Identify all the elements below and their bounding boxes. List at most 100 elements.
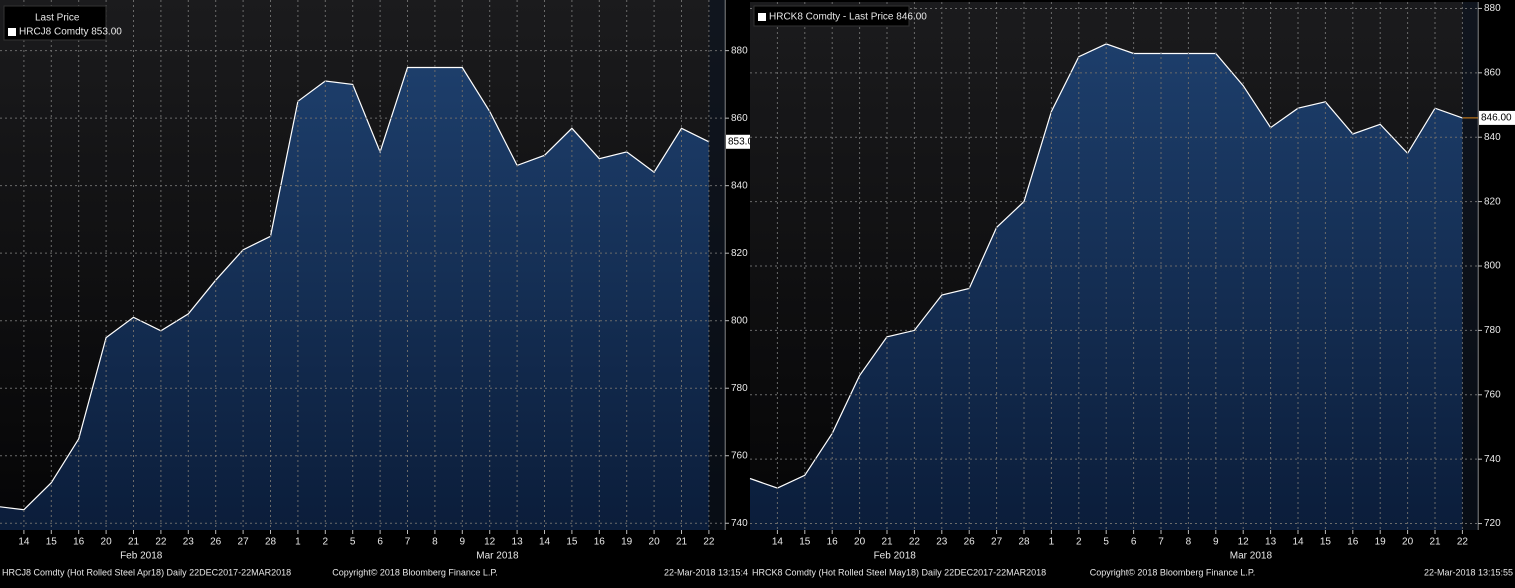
x-group-label: Feb 2018 [874,551,917,562]
x-tick-label: 9 [460,537,466,548]
legend-entry: HRCK8 Comdty - Last Price 846.00 [769,12,927,23]
x-tick-label: 23 [936,537,948,548]
last-price-label: 846.00 [1481,113,1512,124]
y-tick-label: 760 [731,450,748,461]
legend-swatch [8,28,16,36]
x-tick-label: 22 [703,537,715,548]
x-tick-label: 6 [377,537,383,548]
x-tick-label: 1 [295,537,301,548]
price-line [0,66,710,511]
x-tick-label: 15 [1320,537,1332,548]
x-tick-label: 20 [649,537,661,548]
legend-swatch [758,13,766,21]
y-tick-label: 840 [1484,132,1501,143]
x-tick-label: 21 [881,537,893,548]
x-tick-label: 21 [676,537,688,548]
x-tick-label: 22 [909,537,921,548]
x-tick-label: 16 [1347,537,1359,548]
legend-box [3,5,107,41]
axis-strip [1478,2,1515,530]
legend: Last Price HRCJ8 Comdty 853.00 [3,5,122,41]
x-tick-label: 26 [964,537,976,548]
y-tick-label: 740 [1484,454,1501,465]
footer-right: 22-Mar-2018 13:15:4 [664,567,748,577]
x-tick-label: 22 [1457,537,1469,548]
x-tick-label: 9 [1213,537,1219,548]
x-tick-label: 22 [155,537,167,548]
x-tick-label: 26 [210,537,222,548]
x-tick-label: 19 [1375,537,1387,548]
shade-strip [708,0,725,530]
footer-left: HRCJ8 Comdty (Hot Rolled Steel Apr18) Da… [2,567,291,577]
x-tick-label: 12 [484,537,496,548]
last-price-tag [1479,110,1515,125]
x-tick-label: 20 [1402,537,1414,548]
legend: HRCK8 Comdty - Last Price 846.00 [753,5,927,27]
y-tick-label: 780 [1484,325,1501,336]
x-tick-label: 14 [1292,537,1304,548]
x-tick-label: 27 [991,537,1003,548]
x-tick-label: 13 [512,537,524,548]
y-tick-label: 880 [1484,3,1501,14]
x-tick-label: 14 [18,537,30,548]
y-tick-label: 840 [731,180,748,191]
y-tick-label: 820 [731,248,748,259]
x-tick-label: 6 [1131,537,1137,548]
x-tick-label: 14 [539,537,551,548]
x-tick-label: 21 [128,537,140,548]
footer-center: Copyright© 2018 Bloomberg Finance L.P. [332,567,498,577]
y-tick-label: 880 [731,45,748,56]
axis-strip [725,0,750,530]
x-tick-label: 7 [405,537,411,548]
x-tick-label: 15 [46,537,58,548]
x-tick-label: 16 [73,537,85,548]
x-tick-label: 27 [238,537,250,548]
x-tick-label: 2 [1076,537,1082,548]
y-tick-label: 800 [1484,261,1501,272]
x-tick-label: 20 [854,537,866,548]
x-tick-label: 16 [827,537,839,548]
x-tick-label: 5 [350,537,356,548]
y-tick-label: 860 [731,113,748,124]
y-tick-label: 780 [731,383,748,394]
x-tick-label: 28 [1018,537,1030,548]
legend-box [753,5,910,27]
footer-right: 22-Mar-2018 13:15:55 [1424,567,1513,577]
y-tick-label: 740 [731,518,748,529]
area-fill [750,43,1463,531]
x-group-label: Feb 2018 [120,551,163,562]
x-tick-label: 2 [323,537,329,548]
x-tick-label: 8 [432,537,438,548]
y-tick-label: 800 [731,315,748,326]
footer-center: Copyright© 2018 Bloomberg Finance L.P. [1090,567,1256,577]
y-tick-label: 860 [1484,67,1501,78]
y-tick-label: 820 [1484,196,1501,207]
x-group-label: Mar 2018 [476,551,519,562]
x-tick-label: 23 [183,537,195,548]
x-tick-label: 16 [594,537,606,548]
x-group-label: Mar 2018 [1230,551,1273,562]
footer-left: HRCK8 Comdty (Hot Rolled Steel May18) Da… [752,567,1046,577]
area-fill [0,67,709,530]
y-tick-label: 760 [1484,389,1501,400]
x-tick-label: 8 [1186,537,1192,548]
x-tick-label: 1 [1049,537,1055,548]
x-tick-label: 19 [621,537,633,548]
x-tick-label: 15 [799,537,811,548]
x-tick-label: 5 [1103,537,1109,548]
x-tick-label: 28 [265,537,277,548]
x-tick-label: 15 [566,537,578,548]
x-tick-label: 21 [1429,537,1441,548]
x-tick-label: 12 [1238,537,1250,548]
x-tick-label: 7 [1158,537,1164,548]
last-price-label: 853.00 [728,136,759,147]
legend-title: Last Price [35,13,80,24]
y-tick-label: 720 [1484,518,1501,529]
x-tick-label: 20 [101,537,113,548]
x-tick-label: 13 [1265,537,1277,548]
x-tick-label: 14 [772,537,784,548]
legend-entry: HRCJ8 Comdty 853.00 [19,27,122,38]
